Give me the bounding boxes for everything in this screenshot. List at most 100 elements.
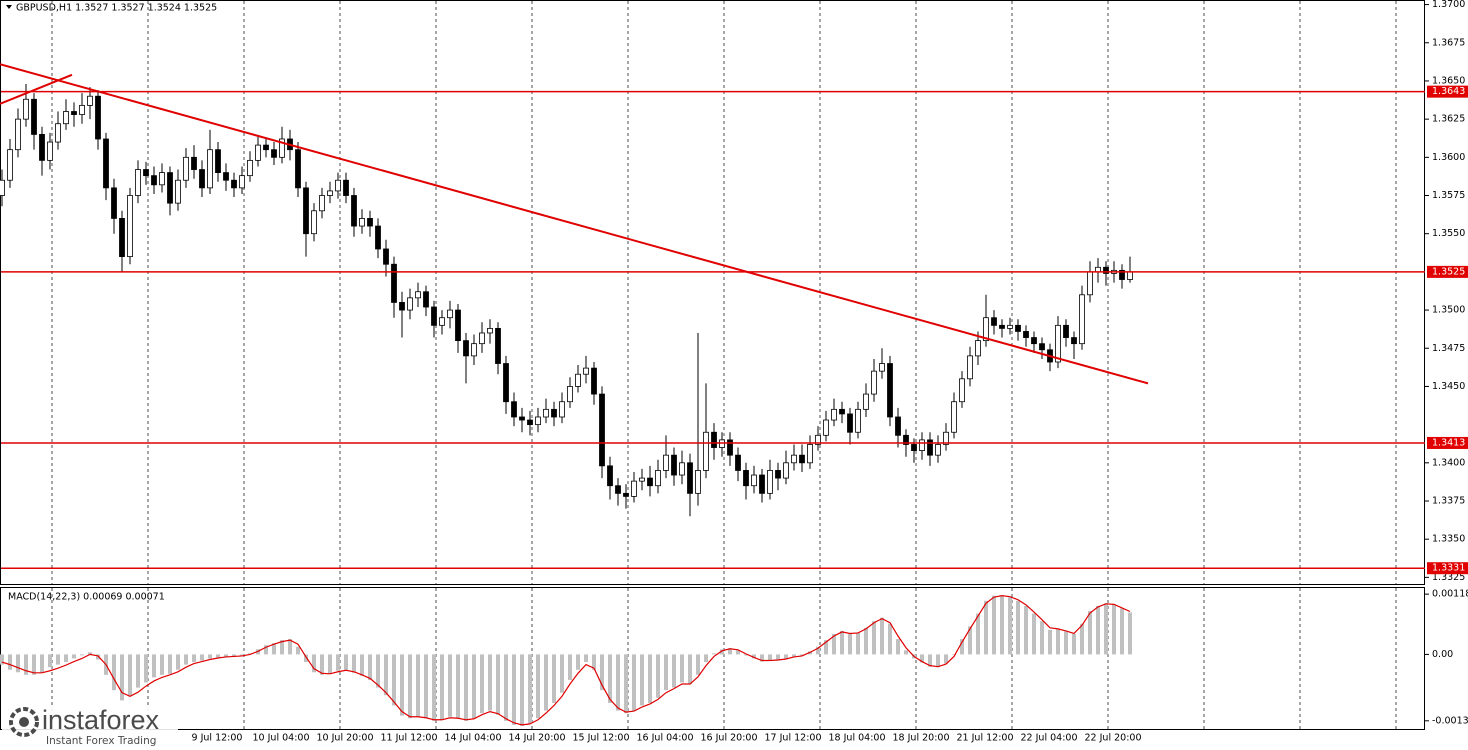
candle-body	[303, 187, 309, 235]
macd-histogram-bar	[24, 654, 28, 675]
x-tick-label: 22 Jul 20:00	[1085, 733, 1142, 744]
candle-body	[239, 175, 245, 189]
macd-histogram-bar	[176, 654, 180, 670]
candle-body	[511, 401, 517, 418]
candle-body	[463, 340, 469, 357]
y-tick-label: 0.00	[1432, 649, 1453, 660]
candle-body	[263, 144, 269, 151]
candle-body	[959, 378, 965, 403]
candle-body	[1087, 271, 1093, 296]
candle-body	[1127, 271, 1133, 280]
macd-histogram-bar	[568, 654, 572, 680]
macd-histogram-bar	[88, 652, 92, 655]
level-label: 1.3331	[1432, 563, 1465, 574]
candle-body	[527, 419, 533, 426]
macd-histogram-bar	[712, 653, 716, 655]
candle-body	[855, 408, 861, 433]
macd-histogram-bar	[352, 654, 356, 673]
macd-signal-line	[1, 595, 1131, 726]
macd-histogram-bar	[1000, 595, 1004, 655]
macd-histogram-bar	[168, 654, 172, 674]
y-tick-label: 1.3325	[1432, 572, 1465, 583]
macd-histogram-bar	[976, 613, 980, 655]
candle-body	[591, 367, 597, 395]
candle-body	[127, 195, 133, 258]
candle-body	[95, 95, 101, 140]
candle-body	[543, 408, 549, 418]
macd-histogram-bar	[296, 646, 300, 655]
candle-body	[615, 485, 621, 494]
candle-body	[1015, 324, 1021, 332]
macd-histogram-bar	[536, 654, 540, 719]
candle-body	[63, 111, 69, 125]
macd-histogram-bar	[136, 654, 140, 688]
candle-body	[1031, 337, 1037, 345]
candle-body	[743, 470, 749, 487]
macd-histogram-bar	[1128, 612, 1132, 655]
y-tick-label: 0.00118	[1432, 589, 1468, 600]
candle-body	[983, 317, 989, 342]
candle-body	[559, 401, 565, 418]
macd-histogram-bar	[744, 654, 748, 656]
candle-body	[31, 98, 37, 135]
macd-histogram-bar	[448, 654, 452, 717]
macd-histogram-bar	[584, 654, 588, 663]
x-tick-label: 10 Jul 20:00	[317, 733, 374, 744]
candle-body	[311, 210, 317, 235]
candle-body	[671, 454, 677, 476]
macd-histogram-bar	[288, 639, 292, 655]
macd-histogram-bar	[760, 654, 764, 662]
candle-body	[1063, 324, 1069, 338]
macd-histogram-bar	[224, 654, 228, 657]
macd-histogram-bar	[184, 654, 188, 665]
macd-histogram-bar	[856, 632, 860, 655]
candle-body	[439, 317, 445, 326]
candle-body	[895, 416, 901, 436]
macd-histogram-bar	[648, 654, 652, 703]
candle-body	[71, 111, 77, 115]
candle-body	[39, 134, 45, 161]
y-tick-label: 1.3475	[1432, 343, 1465, 354]
logo-icon	[9, 707, 39, 737]
y-tick-label: 1.3375	[1432, 495, 1465, 506]
macd-histogram-bar	[720, 649, 724, 655]
macd-histogram-bar	[1056, 628, 1060, 655]
candle-body	[1055, 324, 1061, 363]
macd-histogram-bar	[1120, 608, 1124, 655]
candle-body	[111, 187, 117, 219]
candle-body	[799, 454, 805, 464]
x-tick-label: 15 Jul 12:00	[573, 733, 630, 744]
candle-body	[695, 470, 701, 494]
logo-tagline: Instant Forex Trading	[46, 735, 156, 747]
macd-histogram-bar	[192, 654, 196, 663]
macd-histogram-bar	[272, 643, 276, 655]
macd-histogram-bar	[280, 640, 284, 655]
macd-histogram-bar	[304, 654, 308, 663]
macd-histogram-bar	[368, 654, 372, 680]
candle-body	[375, 225, 381, 250]
level-label: 1.3643	[1432, 86, 1465, 97]
level-label-box	[1427, 436, 1468, 449]
y-tick-label: 1.3625	[1432, 114, 1465, 125]
candle-body	[679, 462, 685, 476]
candle-body	[1079, 294, 1085, 345]
macd-histogram-bar	[416, 654, 420, 717]
candle-body	[975, 340, 981, 357]
macd-histogram-bar	[936, 654, 940, 668]
macd-histogram-bar	[480, 654, 484, 714]
candle-body	[327, 190, 333, 196]
candle-body	[495, 327, 501, 364]
candle-body	[151, 175, 157, 186]
candle-body	[487, 327, 493, 334]
macd-histogram-bar	[120, 654, 124, 701]
x-tick-label: 16 Jul 20:00	[701, 733, 758, 744]
macd-histogram-bar	[552, 654, 556, 703]
macd-histogram-bar	[16, 654, 20, 673]
x-tick-label: 14 Jul 04:00	[445, 733, 502, 744]
candle-body	[775, 470, 781, 479]
macd-histogram-bar	[152, 654, 156, 678]
chart-title: GBPUSD,H1 1.3527 1.3527 1.3524 1.3525	[16, 3, 217, 14]
macd-histogram-bar	[1048, 629, 1052, 655]
candle-body	[335, 179, 341, 192]
